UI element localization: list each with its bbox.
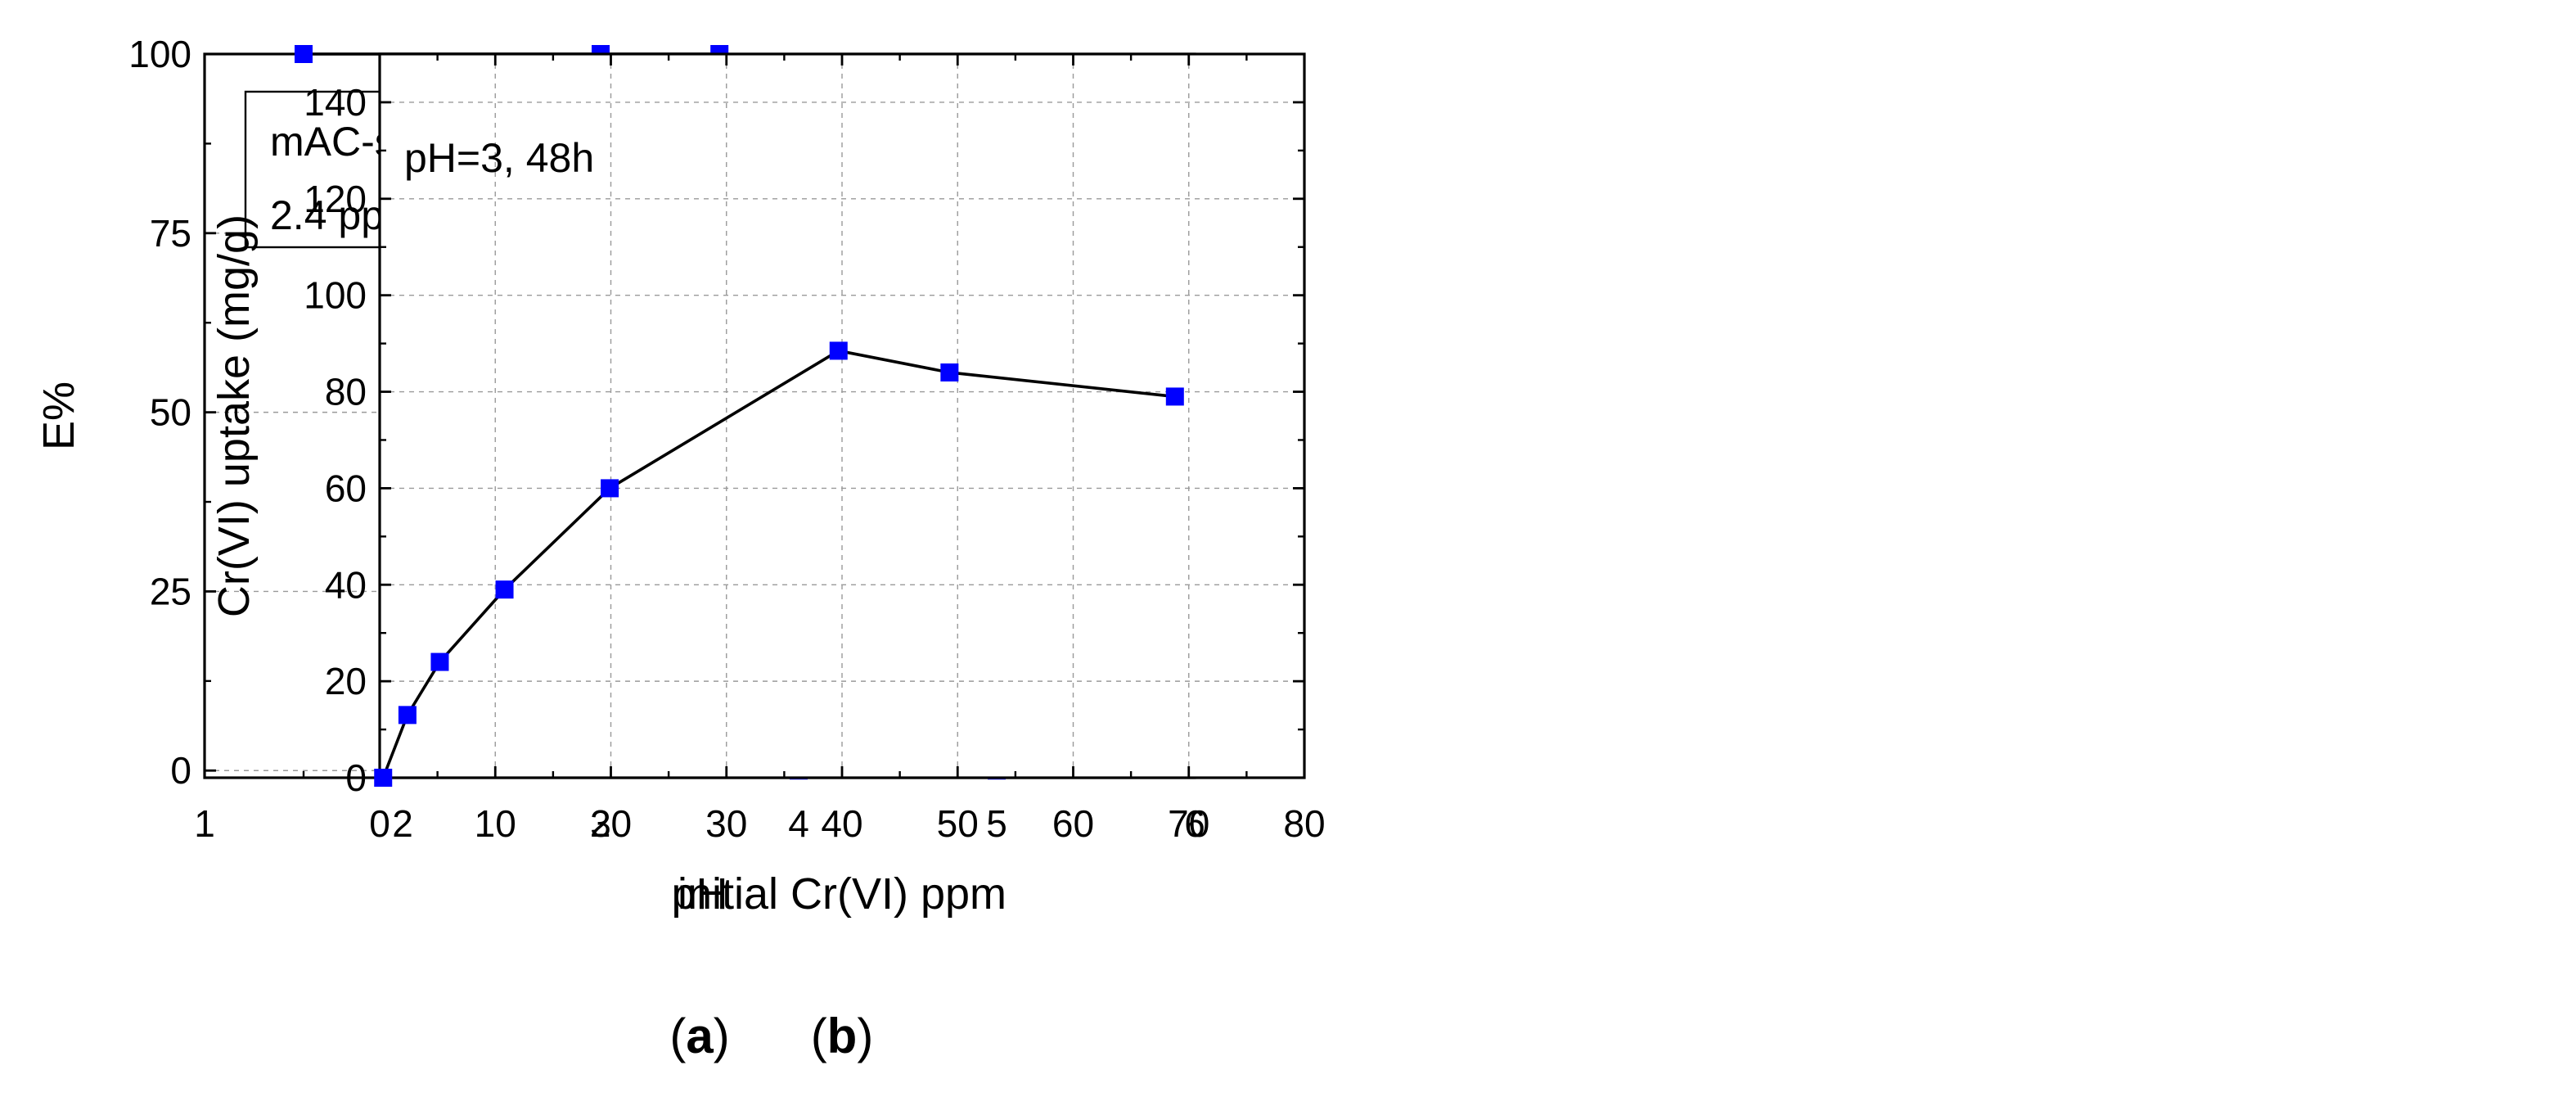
caption-open-paren: ( [669,1009,686,1063]
caption-letter: a [686,1009,714,1063]
y-tick-label: 25 [150,570,191,612]
x-axis-label: initial Cr(VI) ppm [678,869,1007,919]
data-point [430,652,449,671]
panel-caption: (b) [811,1009,874,1063]
data-point [1165,387,1184,406]
x-tick-label: 6 [1184,802,1205,845]
x-tick-label: 1 [194,802,215,845]
y-tick-label: 20 [325,660,367,702]
y-tick-label: 100 [304,274,367,317]
x-tick-label: 2 [392,802,413,845]
y-tick-label: 75 [150,212,191,255]
annotation-text: pH=3, 48h [404,135,594,181]
data-point [374,769,393,787]
y-tick-label: 0 [170,749,191,792]
x-tick-label: 70 [1168,802,1209,845]
data-point [940,363,959,381]
y-tick-label: 0 [345,756,367,799]
caption-close-paren: ) [714,1009,730,1063]
data-point [398,706,417,725]
data-point [829,341,848,360]
data-point [601,479,619,498]
x-tick-label: 50 [937,802,979,845]
x-tick-label: 4 [788,802,809,845]
x-tick-label: 0 [369,802,390,845]
caption-letter: b [827,1009,858,1063]
y-tick-label: 80 [325,371,367,413]
y-tick-label: 50 [150,391,191,434]
y-tick-label: 120 [304,178,367,220]
x-tick-label: 40 [821,802,862,845]
y-axis-label: Cr(VI) uptake (mg/g) [209,214,259,617]
y-tick-label: 100 [128,33,191,75]
x-tick-label: 10 [475,802,516,845]
x-tick-label: 80 [1283,802,1325,845]
caption-close-paren: ) [857,1009,873,1063]
x-tick-label: 3 [590,802,611,845]
x-tick-label: 30 [705,802,747,845]
y-tick-label: 140 [304,81,367,124]
panel-caption: (a) [669,1009,729,1063]
y-tick-label: 60 [325,467,367,509]
x-tick-label: 60 [1052,802,1094,845]
y-axis-label: E% [34,381,83,450]
x-tick-label: 5 [986,802,1007,845]
chart-panel-b: 0 10 20 30 40 50 60 70 80 0 20 40 60 80 100 120 140 initi… [209,52,1326,1063]
y-tick-label: 40 [325,563,367,606]
x-axis-label: pH [671,869,727,919]
data-point [295,45,313,63]
caption-open-paren: ( [811,1009,827,1063]
data-point [495,580,514,599]
x-tick-label: 20 [590,802,632,845]
